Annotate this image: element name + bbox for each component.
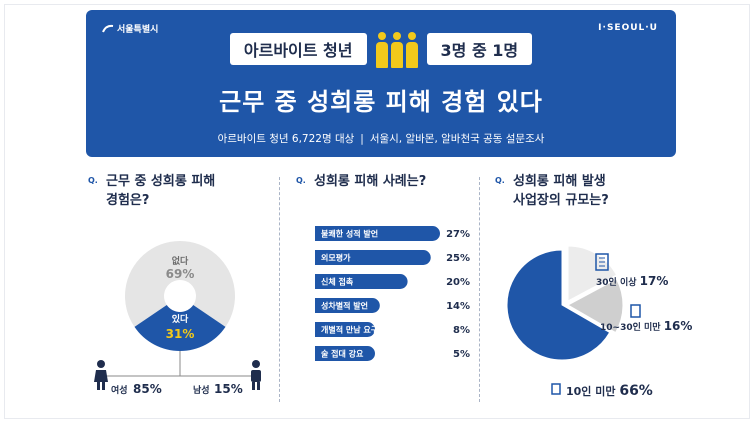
headline-pill-left: 아르바이트 청년 <box>229 33 367 65</box>
main-title: 근무 중 성희롱 피해 경험 있다 <box>219 88 543 116</box>
seoul-logo-text: 서울특별시 <box>117 25 159 35</box>
question-1-line-2: 경험은? <box>106 193 150 208</box>
question-2: Q. 성희롱 피해 사례는? <box>296 172 426 191</box>
column-divider-2 <box>479 177 480 402</box>
q-mark: Q. <box>296 176 306 185</box>
three-people-icon <box>375 30 419 68</box>
q-mark: Q. <box>88 176 98 185</box>
subtitle-sources: 서울시, 알바몬, 알바천국 공동 설문조사 <box>369 133 545 145</box>
question-3: Q. 성희롱 피해 발생 사업장의 규모는? <box>495 172 609 210</box>
question-1: Q. 근무 중 성희롱 피해 경험은? <box>88 172 215 210</box>
q-mark: Q. <box>495 176 505 185</box>
image-frame <box>4 4 750 419</box>
headline-row: 아르바이트 청년 3명 중 1명 <box>86 30 676 68</box>
header-banner: 서울특별시 I·SEOUL·U 아르바이트 청년 3명 중 1명 근무 중 성희… <box>86 10 676 157</box>
question-3-line-2: 사업장의 규모는? <box>513 193 609 208</box>
seoul-logo: 서울특별시 <box>102 22 158 35</box>
question-1-line-1: 근무 중 성희롱 피해 <box>106 174 216 189</box>
iseoulu-logo: I·SEOUL·U <box>598 23 658 33</box>
subtitle-separator: | <box>360 133 364 145</box>
seoul-logo-icon <box>102 24 114 32</box>
headline-pill-right: 3명 중 1명 <box>426 33 533 65</box>
column-divider-1 <box>279 177 280 402</box>
question-2-line-1: 성희롱 피해 사례는? <box>314 174 427 189</box>
question-3-line-1: 성희롱 피해 발생 <box>513 174 606 189</box>
subtitle-target: 아르바이트 청년 6,722명 대상 <box>217 133 355 145</box>
survey-subtitle: 아르바이트 청년 6,722명 대상 | 서울시, 알바몬, 알바천국 공동 설문조… <box>86 131 676 146</box>
